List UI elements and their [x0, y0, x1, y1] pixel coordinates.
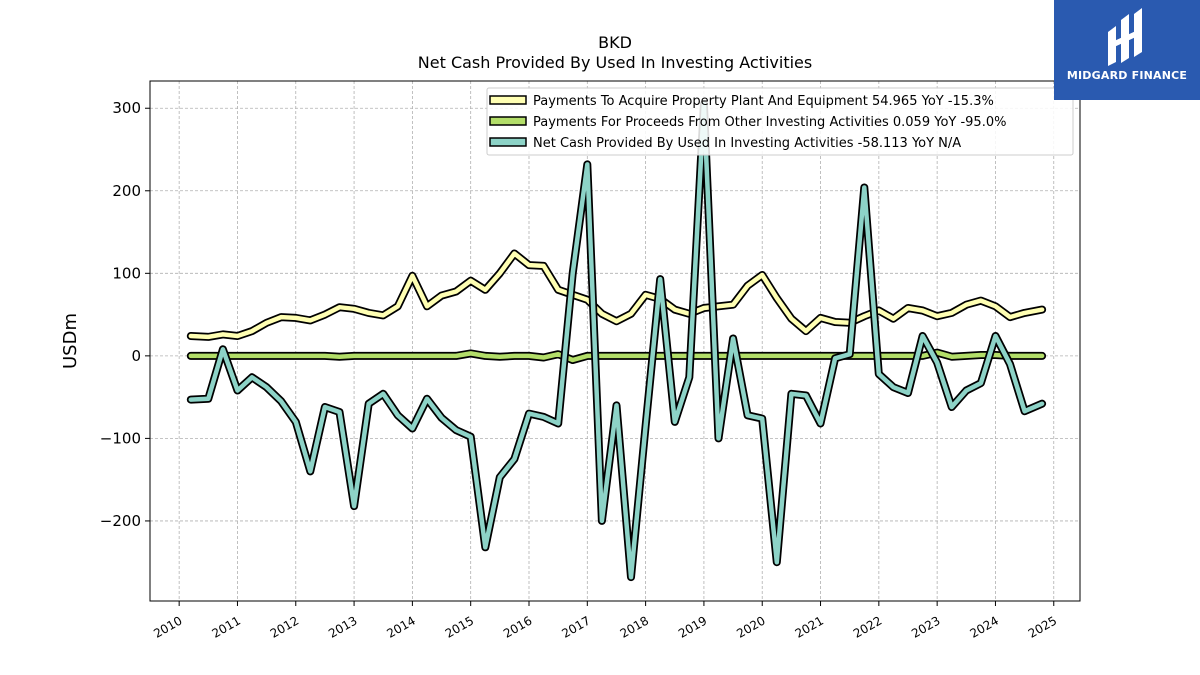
legend-swatch — [489, 116, 527, 126]
x-tick-label: 2023 — [909, 613, 942, 640]
x-tick-label: 2020 — [734, 613, 767, 640]
series-lines — [186, 100, 1047, 582]
x-tick-label: 2025 — [1026, 613, 1059, 640]
legend-label: Payments For Proceeds From Other Investi… — [533, 115, 1006, 130]
y-tick-label: 200 — [112, 182, 141, 200]
legend-label: Net Cash Provided By Used In Investing A… — [533, 136, 961, 151]
chart-title: BKD — [598, 33, 632, 52]
legend-box — [486, 87, 1074, 156]
y-tick-label: 100 — [112, 264, 141, 282]
x-axis: 2010 2011 2012 2013 2014 2015 2016 2017 2018 2019… — [151, 601, 1059, 641]
series-line — [188, 251, 1045, 340]
y-tick-label: −100 — [100, 429, 141, 447]
plot-frame — [149, 80, 1081, 602]
x-tick-label: 2013 — [326, 613, 359, 640]
series-outline — [186, 249, 1047, 341]
midgard-finance-logo: MIDGARD FINANCE — [1054, 0, 1200, 100]
x-tick-label: 2016 — [501, 613, 534, 640]
x-tick-label: 2015 — [443, 613, 476, 640]
legend-swatch — [489, 95, 527, 105]
logo-mark-icon — [1108, 8, 1142, 66]
x-tick-label: 2022 — [851, 613, 884, 640]
series-line — [188, 101, 1045, 580]
legend-label: Payments To Acquire Property Plant And E… — [533, 94, 994, 109]
legend: Payments To Acquire Property Plant And E… — [486, 87, 1074, 156]
y-tick-label: 300 — [112, 99, 141, 117]
x-tick-label: 2018 — [618, 613, 651, 640]
x-tick-label: 2019 — [676, 613, 709, 640]
y-tick-label: −200 — [100, 512, 141, 530]
y-tick-label: 0 — [131, 347, 141, 365]
x-tick-label: 2014 — [384, 613, 417, 640]
series-line — [188, 350, 1045, 363]
x-tick-label: 2011 — [210, 613, 243, 640]
logo-text: MIDGARD FINANCE — [1066, 69, 1188, 82]
x-tick-label: 2010 — [151, 613, 184, 640]
legend-swatch — [489, 137, 527, 147]
y-axis: −200 −100 0 100 200 300 — [100, 99, 150, 530]
x-tick-label: 2012 — [268, 613, 301, 640]
series-outline — [186, 100, 1047, 582]
x-tick-label: 2024 — [968, 613, 1001, 640]
chart-subtitle: Net Cash Provided By Used In Investing A… — [418, 53, 812, 72]
y-axis-label: USDm — [60, 313, 81, 369]
x-tick-label: 2017 — [559, 613, 592, 640]
grid — [150, 81, 1080, 601]
x-tick-label: 2021 — [793, 613, 826, 640]
